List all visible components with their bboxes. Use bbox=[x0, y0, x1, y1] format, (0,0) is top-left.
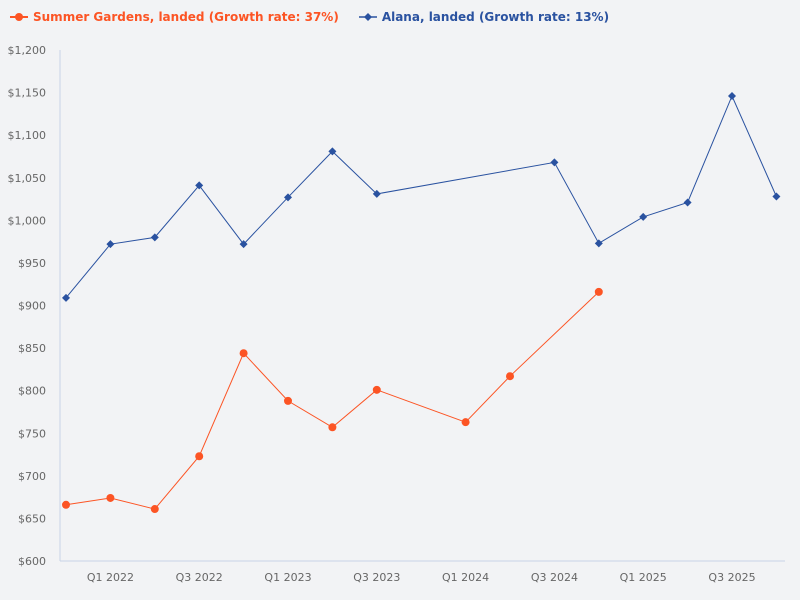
x-tick-label: Q1 2023 bbox=[264, 571, 311, 584]
data-point bbox=[150, 233, 159, 242]
data-point bbox=[594, 287, 603, 296]
y-tick-label: $1,000 bbox=[8, 214, 47, 227]
data-point bbox=[506, 372, 514, 381]
data-point bbox=[150, 505, 159, 514]
data-point bbox=[550, 158, 559, 167]
data-point bbox=[372, 189, 381, 198]
data-point bbox=[594, 239, 603, 248]
data-point bbox=[62, 500, 70, 509]
legend: Summer Gardens, landed (Growth rate: 37%… bbox=[10, 10, 609, 24]
x-tick-label: Q1 2022 bbox=[87, 571, 134, 584]
y-tick-label: $750 bbox=[18, 427, 46, 440]
circle-marker-icon bbox=[10, 13, 28, 21]
y-tick-label: $1,150 bbox=[8, 87, 47, 100]
series-line-1 bbox=[65, 94, 777, 299]
data-point bbox=[284, 396, 292, 405]
data-point bbox=[772, 192, 781, 201]
data-point bbox=[683, 198, 692, 207]
y-tick-label: $800 bbox=[18, 385, 46, 398]
y-tick-label: $900 bbox=[18, 300, 46, 313]
legend-label: Alana, landed (Growth rate: 13%) bbox=[381, 10, 610, 24]
data-point bbox=[106, 493, 115, 502]
legend-item-alana[interactable]: Alana, landed (Growth rate: 13%) bbox=[358, 10, 610, 24]
x-tick-label: Q3 2025 bbox=[708, 571, 755, 584]
y-tick-label: $1,050 bbox=[8, 172, 47, 185]
data-point bbox=[728, 91, 736, 100]
y-tick-label: $850 bbox=[18, 342, 46, 355]
x-tick-label: Q3 2022 bbox=[176, 571, 223, 584]
data-point bbox=[284, 193, 292, 202]
data-point bbox=[239, 240, 248, 249]
diamond-marker-icon bbox=[358, 13, 377, 21]
x-tick-label: Q3 2024 bbox=[531, 571, 578, 584]
y-tick-label: $700 bbox=[18, 470, 46, 483]
y-tick-label: $1,100 bbox=[8, 129, 47, 142]
data-point bbox=[372, 385, 381, 394]
data-point bbox=[639, 212, 648, 221]
y-tick-label: $600 bbox=[18, 555, 46, 568]
data-point bbox=[106, 240, 115, 249]
data-point bbox=[195, 181, 204, 190]
x-tick-label: Q3 2023 bbox=[353, 571, 400, 584]
series-line-0 bbox=[65, 291, 600, 510]
data-point bbox=[328, 423, 337, 432]
legend-label: Summer Gardens, landed (Growth rate: 37%… bbox=[33, 10, 339, 24]
x-tick-label: Q1 2024 bbox=[442, 571, 489, 584]
data-point bbox=[328, 147, 337, 156]
y-tick-label: $650 bbox=[18, 512, 46, 525]
y-tick-label: $1,200 bbox=[8, 44, 47, 57]
x-tick-label: Q1 2025 bbox=[620, 571, 667, 584]
data-point bbox=[195, 452, 204, 461]
data-point bbox=[62, 293, 70, 302]
y-tick-label: $950 bbox=[18, 257, 46, 270]
data-point bbox=[461, 418, 470, 427]
legend-item-summer-gardens[interactable]: Summer Gardens, landed (Growth rate: 37%… bbox=[10, 10, 339, 24]
data-point bbox=[239, 349, 248, 358]
